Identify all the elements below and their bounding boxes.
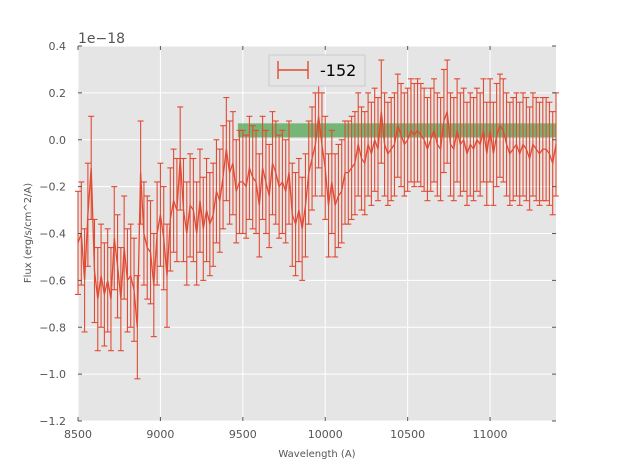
x-tick-label: 8500 [64,428,92,441]
y-tick-label: −0.2 [39,181,66,194]
y-tick-label: −1.2 [39,415,66,428]
x-tick-label: 10000 [308,428,343,441]
x-axis-ticks: 8500 9000 9500 10000 10500 11000 [64,46,508,441]
series-layer [75,59,559,380]
y-tick-label: −1.0 [39,368,66,381]
legend-label: -152 [320,61,356,80]
y-offset-text: 1e−18 [78,31,125,47]
y-tick-label: 0.2 [49,87,67,100]
series-line-0 [77,111,557,328]
y-axis-ticks: −1.2 −1.0 −0.8 −0.6 −0.4 −0.2 0.0 0.2 0.4 [39,40,556,428]
x-tick-label: 11000 [473,428,508,441]
y-tick-label: 0.4 [49,40,67,53]
y-tick-label: −0.8 [39,321,66,334]
y-tick-label: 0.0 [49,134,67,147]
legend: -152 [268,54,366,87]
y-tick-label: −0.4 [39,228,66,241]
x-tick-label: 9000 [146,428,174,441]
x-tick-label: 9500 [229,428,257,441]
legend-marker-icon [277,61,309,79]
x-axis-label: Wavelength (A) [278,449,355,460]
x-tick-label: 10500 [390,428,425,441]
error-bar [137,120,144,225]
y-axis-label: Flux (erg/s/cm^2/A) [23,183,34,283]
y-tick-label: −0.6 [39,274,66,287]
